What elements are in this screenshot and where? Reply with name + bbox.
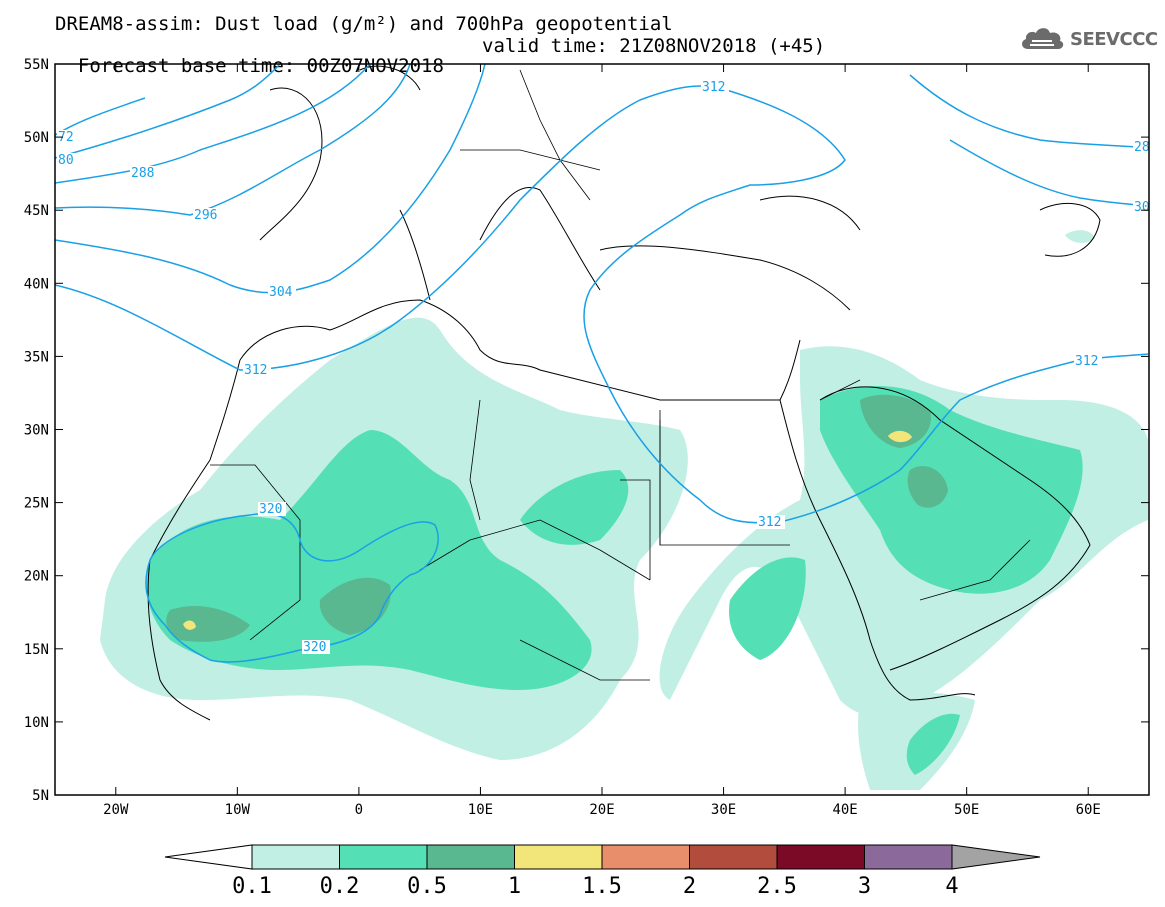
contour-label: 30 — [1134, 200, 1150, 215]
lon-tick-label: 10E — [468, 802, 493, 818]
contour-label: 28 — [1134, 140, 1150, 155]
contour-label: 320 — [259, 502, 282, 517]
cloud-icon — [1022, 28, 1064, 49]
contour-label: 312 — [702, 80, 725, 95]
lat-tick-label: 55N — [24, 57, 49, 73]
dust-dense-mali — [319, 577, 391, 635]
contour-label: 288 — [131, 166, 154, 181]
colorbar-segment — [776, 844, 865, 870]
colorbar-label: 1.5 — [582, 874, 622, 899]
valid-time: valid time: 21Z08NOV2018 (+45) — [482, 35, 826, 57]
dust-shading — [100, 65, 1148, 790]
contour-280 — [55, 64, 281, 159]
dust-dense-iraq — [860, 394, 931, 448]
lat-tick-label: 40N — [24, 276, 49, 292]
lat-tick-label: 35N — [24, 349, 49, 365]
colorbar-label: 4 — [945, 874, 958, 899]
lat-tick-label: 30N — [24, 423, 49, 439]
lon-tick-label: 60E — [1076, 802, 1101, 818]
contour-296 — [55, 64, 411, 216]
seevccc-logo: SEEVCCC — [1018, 24, 1158, 54]
dust-dense-mauritania — [166, 605, 250, 642]
lat-tick-label: 45N — [24, 203, 49, 219]
lat-tick-label: 15N — [24, 642, 49, 658]
lat-tick-label: 10N — [24, 715, 49, 731]
dust-light-caspian — [1065, 230, 1095, 243]
contour-label: 312 — [1075, 354, 1098, 369]
contour-320 — [145, 513, 439, 663]
map-title: DREAM8-assim: Dust load (g/m²) and 700hP… — [55, 13, 673, 35]
colorbar-under-arrow — [164, 844, 253, 870]
contour-label: 312 — [244, 363, 267, 378]
contour-312-west — [55, 85, 1149, 524]
colorbar-label: 0.5 — [407, 874, 447, 899]
contour-label: 296 — [194, 208, 217, 223]
geopotential-contours — [55, 64, 1149, 663]
contour-label: 72 — [58, 130, 74, 145]
contour-labels: 72 80 288 296 304 312 312 312 312 320 32… — [57, 80, 1150, 655]
country-borders — [210, 69, 1031, 681]
colorbar-segment — [514, 844, 603, 870]
colorbar: 0.1 0.2 0.5 1 1.5 2 2.5 3 4 — [164, 844, 1041, 899]
colorbar-segment — [601, 844, 690, 870]
colorbar-segment — [339, 844, 428, 870]
dust-heavy-senegal — [183, 620, 196, 630]
dust-heavy-iraq — [888, 430, 912, 443]
lon-tick-label: 50E — [954, 802, 979, 818]
lon-tick-label: 20E — [589, 802, 614, 818]
map-subtitle: Forecast base time: 00Z07NOV2018 valid ti… — [55, 36, 825, 77]
contour-288 — [55, 64, 371, 184]
contour-label: 80 — [58, 153, 74, 168]
colorbar-over-arrow — [951, 844, 1041, 870]
lat-tick-label: 25N — [24, 496, 49, 512]
lat-tick-label: 5N — [32, 788, 49, 804]
contour-304 — [55, 64, 486, 294]
colorbar-segment — [864, 844, 953, 870]
lon-tick-label: 10W — [225, 802, 251, 818]
lon-tick-label: 40E — [832, 802, 857, 818]
lat-tick-label: 20N — [24, 569, 49, 585]
contour-ne — [909, 74, 1149, 149]
colorbar-label: 3 — [858, 874, 871, 899]
contour-ne-2 — [949, 139, 1149, 207]
dust-medium-sahara — [146, 430, 592, 690]
colorbar-segment — [689, 844, 778, 870]
colorbar-label: 0.2 — [320, 874, 360, 899]
colorbar-label: 2 — [683, 874, 696, 899]
lon-tick-label: 30E — [711, 802, 736, 818]
colorbar-segment — [426, 844, 515, 870]
lat-tick-label: 50N — [24, 130, 49, 146]
colorbar-label: 0.1 — [232, 874, 272, 899]
latitude-axis: 55N 50N 45N 40N 35N 30N 25N 20N 15N 10N 5N — [24, 57, 1149, 804]
dust-dense-saudi — [907, 466, 948, 508]
contour-label: 320 — [303, 640, 326, 655]
dust-medium-libya — [520, 470, 629, 545]
lon-tick-label: 0 — [355, 802, 363, 818]
colorbar-label: 1 — [508, 874, 521, 899]
dust-medium-horn — [906, 713, 960, 775]
contour-label: 304 — [269, 285, 293, 300]
logo-text: SEEVCCC — [1070, 28, 1158, 50]
contour-label: 312 — [758, 515, 781, 530]
dust-medium-sudan — [729, 557, 806, 660]
colorbar-label: 2.5 — [757, 874, 797, 899]
lon-tick-label: 20W — [103, 802, 129, 818]
base-time: Forecast base time: 00Z07NOV2018 — [77, 55, 444, 77]
longitude-axis: 20W 10W 0 10E 20E 30E 40E 50E 60E — [103, 64, 1101, 818]
colorbar-segment — [251, 844, 340, 870]
